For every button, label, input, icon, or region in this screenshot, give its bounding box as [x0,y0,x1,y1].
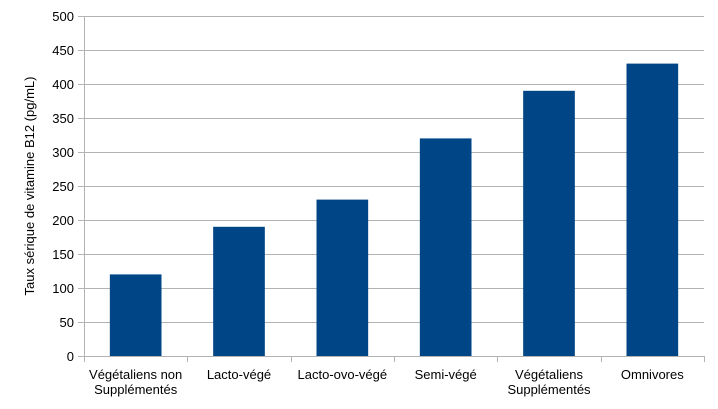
bar [109,274,162,356]
labels: 0 50 100 150 200 250 300 350 400 450 500 Végétalien… [52,9,684,397]
y-tick-label: 450 [52,43,74,58]
bar [523,90,575,357]
y-tick-label: 0 [67,349,74,364]
bar [626,63,679,356]
y-tick-label: 250 [52,179,74,194]
x-category-label: Omnivores [621,367,684,382]
axes [84,16,705,362]
x-category-label: Végétaliens Supplémentés [507,367,591,397]
y-tick-label: 150 [52,247,74,262]
y-tick-label: 500 [52,9,74,24]
bars [109,63,679,357]
x-category-label: Lacto-végé [207,367,271,382]
bar [419,138,472,356]
x-category-label: Lacto-ovo-végé [298,367,388,382]
bar [213,226,265,356]
y-axis-title: Taux sérique de vitamine B12 (pg/mL) [22,77,37,296]
gridlines [78,16,704,357]
y-tick-label: 50 [60,315,74,330]
y-tick-label: 400 [52,77,74,92]
y-tick-label: 200 [52,213,74,228]
x-category-label: Semi-végé [415,367,477,382]
bar [316,199,369,356]
y-tick-label: 350 [52,111,74,126]
y-tick-label: 300 [52,145,74,160]
y-tick-label: 100 [52,281,74,296]
x-category-label: Végétaliens non Supplémentés [89,367,182,397]
